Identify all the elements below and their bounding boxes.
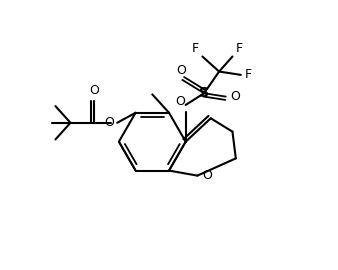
Text: O: O	[175, 95, 185, 108]
Text: F: F	[192, 42, 199, 55]
Text: O: O	[202, 169, 212, 182]
Text: O: O	[89, 84, 99, 97]
Text: O: O	[104, 116, 114, 129]
Text: F: F	[236, 42, 243, 55]
Text: F: F	[245, 68, 252, 81]
Text: O: O	[230, 90, 240, 103]
Text: O: O	[176, 63, 186, 77]
Text: S: S	[199, 86, 209, 100]
